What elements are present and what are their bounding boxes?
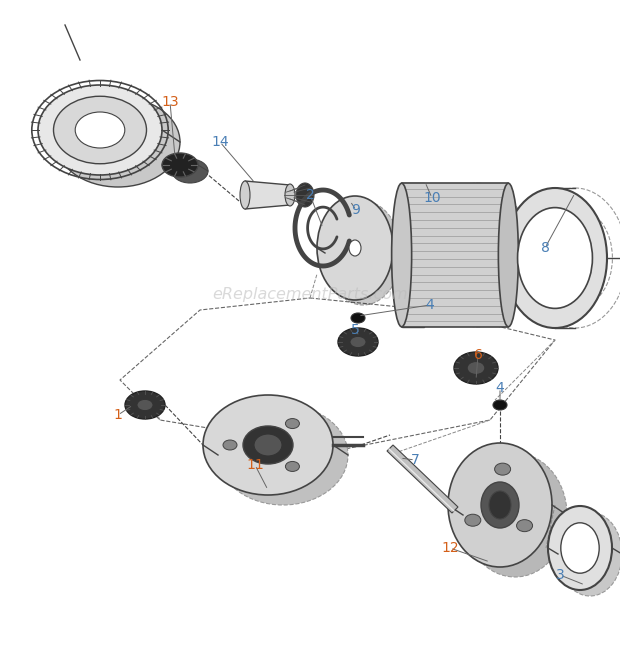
Ellipse shape <box>350 337 366 348</box>
Ellipse shape <box>561 523 599 573</box>
Text: 3: 3 <box>556 568 564 582</box>
Ellipse shape <box>518 208 593 308</box>
Ellipse shape <box>296 183 314 207</box>
Ellipse shape <box>53 96 146 164</box>
Ellipse shape <box>349 240 361 256</box>
Ellipse shape <box>203 395 333 495</box>
Ellipse shape <box>558 512 620 596</box>
Polygon shape <box>402 183 423 327</box>
Ellipse shape <box>465 514 481 526</box>
Ellipse shape <box>325 201 401 305</box>
Text: 14: 14 <box>211 135 229 149</box>
Ellipse shape <box>338 328 378 356</box>
Ellipse shape <box>467 362 485 374</box>
Text: 7: 7 <box>410 453 419 467</box>
Text: 2: 2 <box>306 188 314 202</box>
Ellipse shape <box>495 463 511 475</box>
Text: 4: 4 <box>495 381 505 395</box>
Text: 1: 1 <box>113 408 122 422</box>
Ellipse shape <box>503 188 607 328</box>
Text: 13: 13 <box>161 95 179 109</box>
Ellipse shape <box>137 399 153 411</box>
Ellipse shape <box>223 440 237 450</box>
Ellipse shape <box>317 196 393 300</box>
Polygon shape <box>245 181 290 209</box>
Polygon shape <box>387 445 458 513</box>
Ellipse shape <box>218 405 348 505</box>
Text: 6: 6 <box>474 348 482 362</box>
Ellipse shape <box>423 183 530 327</box>
Ellipse shape <box>392 183 412 327</box>
Ellipse shape <box>454 352 498 384</box>
Text: 10: 10 <box>423 191 441 205</box>
Ellipse shape <box>285 461 299 471</box>
Ellipse shape <box>351 313 365 323</box>
Polygon shape <box>402 183 508 327</box>
Ellipse shape <box>172 159 208 183</box>
Ellipse shape <box>125 391 165 419</box>
Text: 12: 12 <box>441 541 459 555</box>
Text: 8: 8 <box>541 241 549 255</box>
Ellipse shape <box>285 419 299 428</box>
Text: eReplacementParts.com: eReplacementParts.com <box>212 288 408 303</box>
Ellipse shape <box>493 400 507 410</box>
Ellipse shape <box>38 85 162 175</box>
Ellipse shape <box>240 181 250 209</box>
Ellipse shape <box>463 453 567 577</box>
Ellipse shape <box>481 482 519 528</box>
Ellipse shape <box>75 112 125 148</box>
Text: 4: 4 <box>425 298 435 312</box>
Ellipse shape <box>254 434 282 456</box>
Ellipse shape <box>285 184 295 206</box>
Ellipse shape <box>243 426 293 464</box>
Ellipse shape <box>56 97 180 187</box>
Ellipse shape <box>498 183 518 327</box>
Ellipse shape <box>448 443 552 567</box>
Ellipse shape <box>162 153 198 177</box>
Ellipse shape <box>516 520 533 531</box>
Text: 5: 5 <box>351 323 360 337</box>
Ellipse shape <box>489 491 511 519</box>
Ellipse shape <box>90 122 146 163</box>
Text: 9: 9 <box>352 203 360 217</box>
Text: 11: 11 <box>246 458 264 472</box>
Ellipse shape <box>548 506 612 590</box>
